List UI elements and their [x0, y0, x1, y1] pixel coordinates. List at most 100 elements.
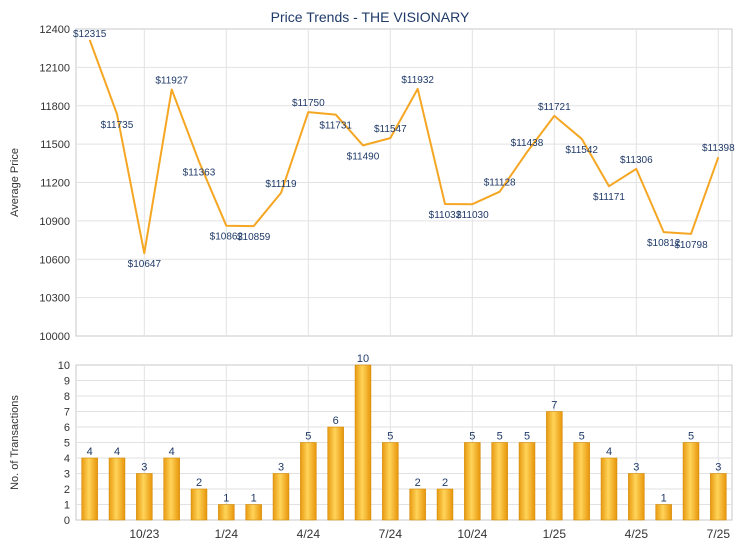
price-data-label: $11927: [155, 76, 188, 87]
price-data-label: $10647: [128, 259, 162, 270]
transactions-bar: [436, 488, 454, 521]
price-data-label: $11750: [292, 98, 325, 109]
price-data-label: $11438: [511, 138, 544, 149]
transactions-bar: [81, 457, 98, 521]
price-data-label: $11032: [429, 210, 462, 221]
transactions-y-tick-label: 4: [64, 453, 70, 465]
transactions-data-label: 3: [141, 462, 147, 474]
transactions-data-label: 5: [387, 431, 393, 443]
transactions-data-label: 5: [688, 431, 694, 443]
transactions-bar: [218, 504, 235, 521]
price-y-tick-label: 12100: [39, 62, 70, 74]
transactions-bar: [464, 442, 481, 521]
transactions-data-label: 10: [357, 353, 369, 365]
transactions-bar: [382, 442, 399, 521]
transactions-data-label: 5: [579, 431, 585, 443]
transactions-data-label: 4: [87, 446, 93, 458]
transactions-data-label: 2: [442, 477, 448, 489]
price-data-label: $11119: [265, 179, 297, 190]
x-tick-label: 1/24: [215, 527, 239, 541]
transactions-data-label: 5: [305, 431, 311, 443]
transactions-y-tick-label: 5: [64, 438, 70, 450]
transactions-bar: [354, 364, 372, 521]
transactions-data-label: 4: [114, 446, 120, 458]
price-data-label: $11030: [456, 210, 489, 221]
price-y-tick-label: 11200: [40, 178, 70, 190]
transactions-y-tick-label: 3: [64, 469, 70, 481]
transactions-y-tick-label: 0: [64, 515, 70, 527]
transactions-data-label: 7: [551, 400, 557, 412]
price-data-label: $11363: [183, 168, 216, 179]
transactions-data-label: 5: [524, 431, 530, 443]
transactions-y-tick-label: 8: [64, 391, 70, 403]
transactions-bar: [300, 442, 317, 521]
transactions-bar: [245, 504, 262, 521]
x-tick-label: 1/25: [543, 527, 567, 541]
price-y-tick-label: 10300: [39, 293, 70, 305]
price-data-label: $10798: [674, 240, 708, 251]
transactions-data-label: 4: [169, 446, 175, 458]
transactions-panel: 0 1 2 3 4 5 6 7 8 9 10 10/23 1/24 4/24 7/24 10/24 1/25 4/…: [9, 353, 733, 541]
transactions-y-tick-label: 10: [58, 360, 70, 372]
transactions-data-label: 4: [606, 446, 612, 458]
transactions-bar: [327, 426, 344, 521]
price-y-tick-label: 11500: [40, 139, 70, 151]
transactions-y-tick-label: 6: [64, 422, 70, 434]
transactions-bar: [573, 442, 590, 521]
transactions-bar: [710, 473, 727, 521]
price-y-tick-label: 10000: [39, 331, 70, 343]
transactions-bar: [600, 457, 618, 521]
transactions-data-label: 3: [715, 462, 721, 474]
price-data-label: $10862: [210, 232, 244, 243]
transactions-bar: [491, 442, 508, 521]
price-y-axis-label: Average Price: [9, 148, 21, 217]
transactions-data-label: 1: [251, 493, 257, 505]
transactions-y-tick-label: 2: [64, 484, 70, 496]
transactions-y-tick-label: 9: [64, 376, 70, 388]
transactions-bar: [272, 473, 290, 521]
x-tick-label: 10/23: [129, 527, 159, 541]
price-data-label: $11398: [702, 143, 735, 154]
price-series-line: [88, 39, 720, 255]
price-y-tick-label: 10600: [39, 254, 70, 266]
price-data-label: $11731: [319, 121, 352, 132]
transactions-data-label: 6: [333, 415, 339, 427]
x-tick-label: 4/25: [625, 527, 649, 541]
x-tick-label: 7/25: [707, 527, 731, 541]
transactions-bar: [546, 411, 563, 521]
transactions-y-tick-label: 7: [64, 407, 70, 419]
chart-title: Price Trends - THE VISIONARY: [271, 9, 470, 25]
price-panel: 10000 10300 10600 10900 11200 11500 11800 12100…: [9, 24, 735, 343]
price-data-label: $11490: [347, 151, 380, 162]
transactions-bar: [409, 488, 426, 521]
price-data-label: $10859: [237, 232, 271, 243]
x-tick-label: 10/24: [457, 527, 487, 541]
price-data-label: $11306: [620, 155, 653, 166]
transactions-data-label: 1: [661, 493, 667, 505]
transactions-bar: [655, 504, 672, 521]
price-y-tick-label: 10900: [39, 216, 70, 228]
transactions-bar: [518, 442, 536, 521]
price-data-label: $11171: [593, 192, 625, 203]
price-data-label: $11128: [484, 178, 516, 189]
transactions-bar: [136, 473, 153, 521]
price-data-label: $11735: [101, 120, 134, 131]
price-data-label: $12315: [73, 29, 107, 40]
price-data-label: $11542: [565, 145, 598, 156]
transactions-data-label: 1: [223, 493, 229, 505]
transactions-data-label: 3: [633, 462, 639, 474]
transactions-data-label: 5: [469, 431, 475, 443]
price-data-label: $10812: [647, 238, 681, 249]
price-data-label: $11547: [374, 124, 407, 135]
transactions-data-label: 3: [278, 462, 284, 474]
price-data-label: $11932: [401, 75, 434, 86]
transactions-data-label: 5: [497, 431, 503, 443]
x-tick-label: 7/24: [379, 527, 403, 541]
transactions-data-label: 2: [196, 477, 202, 489]
price-data-label: $11721: [538, 102, 571, 113]
transactions-bar: [682, 442, 700, 521]
price-y-tick-label: 11800: [40, 101, 70, 113]
x-tick-label: 4/24: [297, 527, 321, 541]
